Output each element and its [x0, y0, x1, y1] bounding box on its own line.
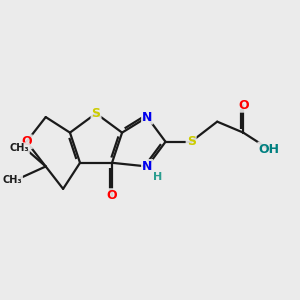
Text: O: O — [107, 189, 117, 202]
Text: H: H — [153, 172, 162, 182]
Text: N: N — [142, 111, 152, 124]
Text: S: S — [187, 135, 196, 148]
Text: CH₃: CH₃ — [2, 175, 22, 185]
Text: S: S — [92, 107, 100, 120]
Text: OH: OH — [258, 142, 279, 156]
Text: O: O — [238, 99, 249, 112]
Text: N: N — [142, 160, 152, 173]
Text: CH₃: CH₃ — [9, 143, 29, 153]
Text: O: O — [21, 135, 32, 148]
